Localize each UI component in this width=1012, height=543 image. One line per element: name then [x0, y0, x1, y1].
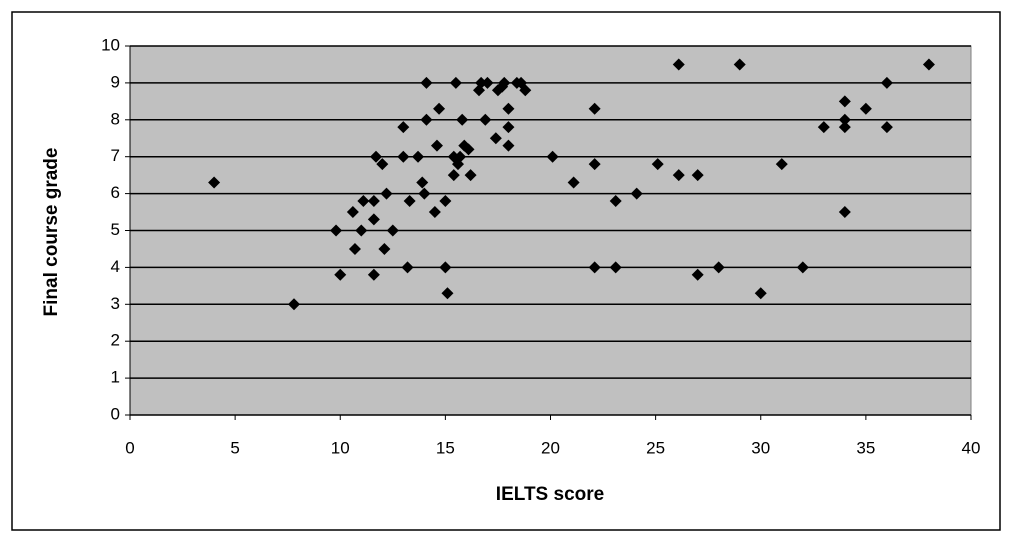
point [481, 76, 494, 89]
y-tick-label: 10 [101, 35, 120, 54]
point [334, 268, 347, 281]
point [838, 95, 851, 108]
point [418, 187, 431, 200]
point [346, 206, 359, 219]
point [479, 113, 492, 126]
x-tick-label: 0 [125, 438, 134, 457]
point [403, 194, 416, 207]
point [691, 169, 704, 182]
x-axis-title: IELTS score [496, 484, 604, 505]
point [428, 206, 441, 219]
y-tick-label: 5 [111, 220, 120, 239]
point [449, 76, 462, 89]
point [475, 76, 488, 89]
point [454, 150, 467, 163]
point [401, 261, 414, 274]
point [796, 261, 809, 274]
y-tick-label: 4 [111, 257, 120, 276]
point [367, 213, 380, 226]
point [502, 102, 515, 115]
point [498, 76, 511, 89]
point [348, 242, 361, 255]
point [672, 58, 685, 71]
point [922, 58, 935, 71]
point [430, 139, 443, 152]
y-tick-label: 3 [111, 294, 120, 313]
point [672, 169, 685, 182]
point [433, 102, 446, 115]
point [609, 261, 622, 274]
point [367, 268, 380, 281]
x-tick-label: 5 [230, 438, 239, 457]
point [412, 150, 425, 163]
point [588, 261, 601, 274]
y-tick-label: 2 [111, 331, 120, 350]
point [380, 187, 393, 200]
point [838, 206, 851, 219]
point [420, 76, 433, 89]
point [439, 261, 452, 274]
point [439, 194, 452, 207]
y-tick-label: 8 [111, 109, 120, 128]
point [588, 102, 601, 115]
point [208, 176, 221, 189]
point [386, 224, 399, 237]
x-tick-label: 30 [751, 438, 770, 457]
x-tick-label: 25 [646, 438, 665, 457]
point [546, 150, 559, 163]
point [397, 150, 410, 163]
point [817, 121, 830, 134]
y-tick-label: 6 [111, 183, 120, 202]
point [462, 143, 475, 156]
y-tick-label: 9 [111, 72, 120, 91]
x-tick-label: 10 [331, 438, 350, 457]
point [378, 242, 391, 255]
x-tick-label: 35 [856, 438, 875, 457]
point [838, 121, 851, 134]
point [775, 158, 788, 171]
point [376, 158, 389, 171]
y-axis-title: Final course grade [41, 148, 62, 317]
point [880, 121, 893, 134]
x-tick-label: 40 [962, 438, 981, 457]
point [456, 113, 469, 126]
point [567, 176, 580, 189]
point [287, 298, 300, 311]
point [420, 113, 433, 126]
point [502, 139, 515, 152]
point [519, 84, 532, 97]
point [489, 132, 502, 145]
point [330, 224, 343, 237]
point [588, 158, 601, 171]
point [357, 194, 370, 207]
point [733, 58, 746, 71]
point [712, 261, 725, 274]
point [416, 176, 429, 189]
point [754, 287, 767, 300]
point [502, 121, 515, 134]
point [397, 121, 410, 134]
point [367, 194, 380, 207]
point [355, 224, 368, 237]
point [609, 194, 622, 207]
x-tick-label: 20 [541, 438, 560, 457]
point [464, 169, 477, 182]
point [369, 150, 382, 163]
point [691, 268, 704, 281]
point [859, 102, 872, 115]
y-tick-label: 1 [111, 368, 120, 387]
point [447, 169, 460, 182]
y-tick-label: 0 [111, 404, 120, 423]
y-tick-label: 7 [111, 146, 120, 165]
point [880, 76, 893, 89]
point [441, 287, 454, 300]
point [838, 113, 851, 126]
x-tick-label: 15 [436, 438, 455, 457]
point [651, 158, 664, 171]
point [630, 187, 643, 200]
